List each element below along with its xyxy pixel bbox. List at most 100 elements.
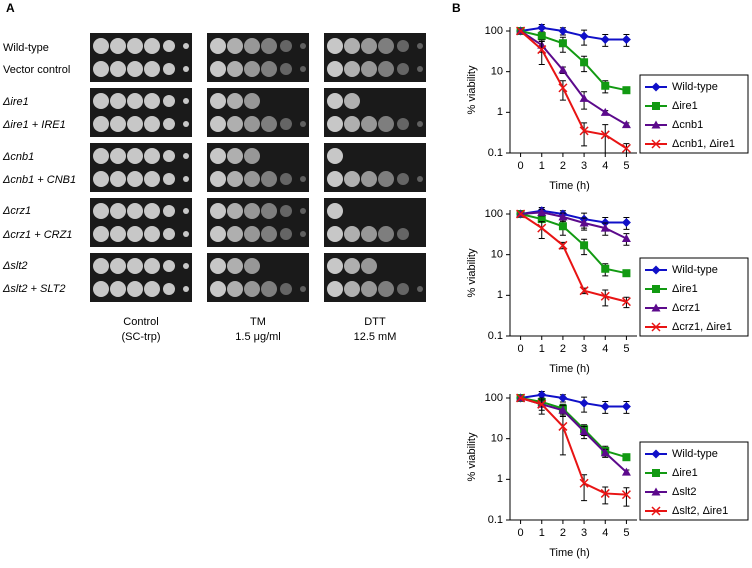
spot <box>144 203 160 219</box>
spot <box>344 61 360 77</box>
spot <box>344 171 360 187</box>
error-bar <box>623 487 630 507</box>
spot <box>244 281 260 297</box>
spot <box>261 226 277 242</box>
strain-label: Δcrz1 <box>2 205 31 217</box>
spot <box>183 121 189 127</box>
spot <box>93 93 109 109</box>
marker <box>600 291 610 301</box>
marker <box>558 240 568 250</box>
spot <box>183 263 189 269</box>
strain-label: Δcnb1 <box>2 151 34 163</box>
marker <box>558 405 568 414</box>
spot <box>261 281 277 297</box>
spot <box>397 40 409 52</box>
legend-label: Δire1 <box>672 283 698 295</box>
spot <box>183 43 189 49</box>
spot <box>227 93 243 109</box>
spot <box>397 63 409 75</box>
series-line <box>519 30 627 150</box>
spot <box>110 61 126 77</box>
x-tick-label: 4 <box>602 527 608 539</box>
x-tick-label: 4 <box>602 343 608 355</box>
marker <box>558 421 568 431</box>
error-bar <box>538 41 545 66</box>
error-bar <box>602 124 609 154</box>
spot <box>417 286 423 292</box>
condition-label: 12.5 mM <box>354 331 397 343</box>
y-tick-label: 1 <box>497 473 503 485</box>
marker <box>651 139 661 149</box>
spot <box>127 226 143 242</box>
spot <box>300 66 306 72</box>
spot <box>300 231 306 237</box>
spot <box>144 281 160 297</box>
condition-label: DTT <box>364 316 386 328</box>
spot <box>327 171 343 187</box>
legend-label: Δcnb1, Δire1 <box>672 138 735 150</box>
spot <box>244 38 260 54</box>
spot <box>261 61 277 77</box>
spot <box>244 116 260 132</box>
series-line <box>520 397 627 496</box>
marker <box>558 26 568 36</box>
spot <box>300 43 306 49</box>
spot <box>163 95 175 107</box>
marker <box>601 81 610 90</box>
marker <box>651 449 661 459</box>
spot <box>300 286 306 292</box>
marker <box>600 448 610 457</box>
marker <box>537 223 547 233</box>
legend-label: Wild-type <box>672 81 718 93</box>
spot <box>280 40 292 52</box>
spot <box>93 281 109 297</box>
spot <box>227 148 243 164</box>
marker <box>537 207 547 216</box>
legend <box>639 441 749 521</box>
spot <box>280 173 292 185</box>
spot <box>210 203 226 219</box>
spot <box>327 116 343 132</box>
marker <box>600 223 610 232</box>
spot <box>127 203 143 219</box>
spot <box>210 148 226 164</box>
spot <box>344 38 360 54</box>
spot <box>93 171 109 187</box>
spot <box>280 63 292 75</box>
spot <box>261 38 277 54</box>
spot <box>417 121 423 127</box>
strain-label: Δslt2 <box>2 260 28 272</box>
x-tick-label: 2 <box>560 343 566 355</box>
error-bar <box>538 221 545 239</box>
strain-label: Δcrz1 + CRZ1 <box>2 229 72 241</box>
x-tick-label: 3 <box>581 527 587 539</box>
marker <box>600 401 610 411</box>
spot <box>378 61 394 77</box>
spot <box>344 258 360 274</box>
spot <box>417 66 423 72</box>
spot <box>210 171 226 187</box>
condition-label: TM <box>250 316 266 328</box>
spot <box>93 116 109 132</box>
spot <box>378 226 394 242</box>
error-bar <box>559 80 566 101</box>
spot <box>210 116 226 132</box>
y-tick-label: 1 <box>497 289 503 301</box>
marker <box>580 58 589 67</box>
y-axis-label: % viability <box>466 248 478 297</box>
strain-label: Wild-type <box>3 42 49 54</box>
y-tick-label: 1 <box>497 106 503 118</box>
spot <box>280 118 292 130</box>
spot <box>163 118 175 130</box>
spot <box>183 98 189 104</box>
spot <box>93 61 109 77</box>
spot <box>378 116 394 132</box>
marker <box>621 233 631 242</box>
spot <box>163 205 175 217</box>
marker <box>621 401 631 411</box>
y-tick-label: 0.1 <box>488 514 503 526</box>
spot <box>397 173 409 185</box>
marker <box>537 390 547 400</box>
legend-label: Δslt2 <box>672 486 696 498</box>
